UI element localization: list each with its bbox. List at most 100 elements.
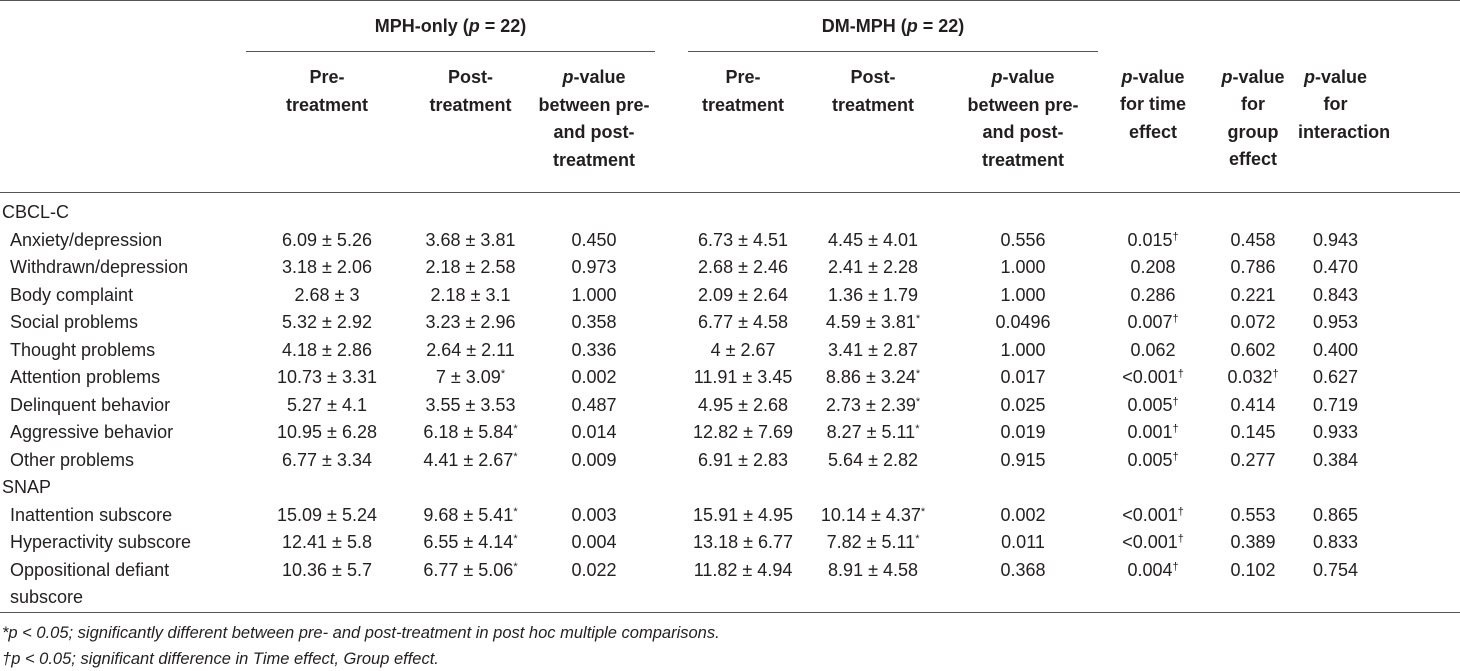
row-label: Other problems bbox=[10, 449, 135, 470]
cell-value: 2.18 ± 2.58 bbox=[425, 257, 516, 277]
table-row: Hyperactivity subscore 12.41 ± 5.8 6.55 ± … bbox=[0, 529, 1460, 557]
cell-value: 0.602 bbox=[1230, 339, 1276, 360]
col-header-pvalue-interaction: p-value for interaction bbox=[1298, 66, 1391, 142]
cell-value: 0.022 bbox=[571, 559, 617, 580]
group-header-mph-only: MPH-only (p = 22) bbox=[246, 0, 656, 52]
col-header-pvalue-group: p-value for group effect bbox=[1221, 66, 1285, 170]
cell-value: 2.68 ± 3 bbox=[294, 284, 360, 305]
cell-value: 8.86 ± 3.24* bbox=[825, 367, 921, 387]
col-header-pre-treatment-dm: Pre-treatment bbox=[702, 67, 785, 115]
group-header-row: MPH-only (p = 22) DM-MPH (p = 22) bbox=[0, 0, 1460, 52]
table-row: Withdrawn/depression 3.18 ± 2.06 2.18 ± 2.… bbox=[0, 254, 1460, 282]
row-label: Anxiety/depression bbox=[10, 229, 163, 250]
cell-value: 0.019 bbox=[1000, 422, 1046, 442]
cell-value: 5.64 ± 2.82 bbox=[828, 449, 918, 470]
table-row: Thought problems 4.18 ± 2.86 2.64 ± 2.11 0.… bbox=[0, 337, 1460, 365]
cell-value: 3.55 ± 3.53 bbox=[425, 394, 516, 415]
col-header-post-treatment-mph: Post-treatment bbox=[429, 67, 512, 115]
cell-value: 0.389 bbox=[1230, 532, 1276, 552]
cell-value: 4.18 ± 2.86 bbox=[282, 339, 372, 360]
footnote-dagger: †p < 0.05; significant difference in Tim… bbox=[2, 650, 439, 668]
cell-value: 0.953 bbox=[1313, 312, 1359, 332]
col-header-post-treatment-dm: Post-treatment bbox=[832, 67, 915, 115]
cell-value: 0.011 bbox=[1001, 532, 1045, 552]
cell-value: 0.754 bbox=[1313, 559, 1359, 580]
cell-value: 0.004 bbox=[571, 532, 617, 552]
row-label: Delinquent behavior bbox=[10, 394, 171, 415]
cell-value: 6.91 ± 2.83 bbox=[698, 449, 788, 470]
cell-value: 2.18 ± 3.1 bbox=[430, 284, 511, 305]
cell-value: 4.59 ± 3.81* bbox=[825, 312, 921, 332]
cell-value: 11.82 ± 4.94 bbox=[693, 559, 793, 580]
cell-value: 0.470 bbox=[1313, 257, 1359, 277]
cell-value: 0.005† bbox=[1127, 449, 1179, 470]
cell-value: 2.68 ± 2.46 bbox=[698, 257, 788, 277]
group-header-dm-mph: DM-MPH (p = 22) bbox=[688, 0, 1099, 52]
cell-value: 0.286 bbox=[1130, 284, 1176, 305]
cell-value: 4 ± 2.67 bbox=[710, 339, 776, 360]
col-header-pre-treatment-mph: Pre-treatment bbox=[285, 67, 369, 115]
section-title: CBCL-C bbox=[2, 202, 70, 222]
cell-value: 10.95 ± 6.28 bbox=[277, 422, 377, 442]
cell-value: 13.18 ± 6.77 bbox=[693, 532, 794, 552]
cell-value: 4.45 ± 4.01 bbox=[828, 229, 918, 250]
cell-value: 0.015† bbox=[1127, 229, 1179, 250]
cell-value: 0.062 bbox=[1130, 339, 1176, 360]
cell-value: 3.68 ± 3.81 bbox=[425, 229, 516, 250]
cell-value: 3.41 ± 2.87 bbox=[828, 339, 918, 360]
row-label: Thought problems bbox=[10, 339, 156, 360]
cell-value: 6.77 ± 4.58 bbox=[698, 312, 788, 332]
cell-value: 2.73 ± 2.39* bbox=[825, 394, 921, 415]
cell-value: 1.000 bbox=[1000, 284, 1046, 305]
cell-value: 0.017 bbox=[1000, 367, 1046, 387]
table-row: Delinquent behavior 5.27 ± 4.1 3.55 ± 3.53… bbox=[0, 392, 1460, 420]
row-label: Hyperactivity subscore bbox=[10, 532, 192, 552]
cell-value: 0.400 bbox=[1313, 339, 1359, 360]
cell-value: 0.005† bbox=[1127, 394, 1179, 415]
cell-value: <0.001† bbox=[1122, 367, 1184, 387]
cell-value: 0.007† bbox=[1127, 312, 1179, 332]
cell-value: 5.32 ± 2.92 bbox=[282, 312, 372, 332]
cell-value: 0.358 bbox=[571, 312, 617, 332]
cell-value: 3.23 ± 2.96 bbox=[425, 312, 516, 332]
section-row: CBCL-C bbox=[0, 193, 1460, 227]
section-title: SNAP bbox=[2, 477, 52, 497]
cell-value: 1.000 bbox=[571, 284, 617, 305]
row-label: Aggressive behavior bbox=[10, 422, 174, 442]
table-row: Social problems 5.32 ± 2.92 3.23 ± 2.96 0.3… bbox=[0, 309, 1460, 337]
cell-value: <0.001† bbox=[1122, 532, 1184, 552]
cell-value: 4.95 ± 2.68 bbox=[698, 394, 788, 415]
cell-value: 6.18 ± 5.84* bbox=[423, 422, 518, 442]
cell-value: 7 ± 3.09* bbox=[435, 367, 506, 387]
cell-value: 10.73 ± 3.31 bbox=[277, 367, 377, 387]
cell-value: 0.336 bbox=[571, 339, 617, 360]
cell-value: 0.450 bbox=[571, 229, 617, 250]
col-header-pvalue-between-dm: p-value between pre-and post-treatment bbox=[967, 67, 1079, 170]
cell-value: 8.91 ± 4.58 bbox=[828, 559, 918, 580]
column-header-row: Pre-treatment Post-treatment p-value betw… bbox=[0, 52, 1460, 193]
cell-value: 0.933 bbox=[1313, 422, 1359, 442]
row-label: Withdrawn/depression bbox=[10, 257, 189, 277]
cell-value: 0.001† bbox=[1127, 422, 1179, 442]
cell-value: 0.384 bbox=[1313, 449, 1359, 470]
col-header-pvalue-time: p-value for time effect bbox=[1120, 66, 1187, 142]
row-label: Oppositional defiant subscore bbox=[10, 559, 170, 608]
cell-value: 12.41 ± 5.8 bbox=[282, 532, 372, 552]
table-row: Oppositional defiant subscore 10.36 ± 5.7… bbox=[0, 557, 1460, 612]
cell-value: 11.91 ± 3.45 bbox=[693, 367, 793, 387]
cell-value: 0.009 bbox=[571, 449, 617, 470]
cell-value: 15.91 ± 4.95 bbox=[693, 504, 794, 525]
cell-value: 6.73 ± 4.51 bbox=[698, 229, 788, 250]
table-row: Body complaint 2.68 ± 3 2.18 ± 3.1 1.000 2.0… bbox=[0, 282, 1460, 310]
cell-value: 0.843 bbox=[1313, 284, 1359, 305]
cell-value: 3.18 ± 2.06 bbox=[282, 257, 372, 277]
cell-value: 7.82 ± 5.11* bbox=[826, 532, 920, 552]
row-label: Attention problems bbox=[10, 367, 161, 387]
cell-value: 0.014 bbox=[571, 422, 617, 442]
section-row: SNAP bbox=[0, 474, 1460, 502]
cell-value: 5.27 ± 4.1 bbox=[287, 394, 367, 415]
table-row: Attention problems 10.73 ± 3.31 7 ± 3.09* 0… bbox=[0, 364, 1460, 392]
cell-value: 6.77 ± 5.06* bbox=[423, 559, 518, 580]
cell-value: 0.414 bbox=[1230, 394, 1276, 415]
